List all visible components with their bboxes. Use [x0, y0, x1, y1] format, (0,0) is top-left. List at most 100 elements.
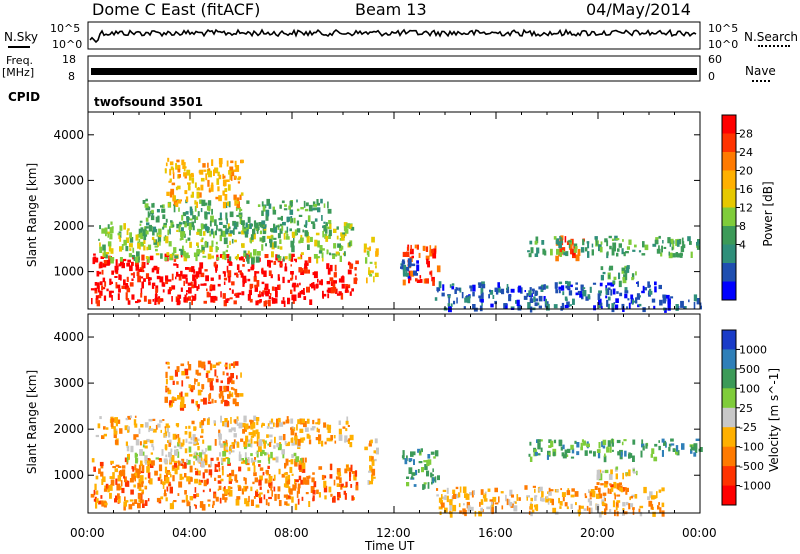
heatmap-cell — [584, 450, 588, 456]
heatmap-cell — [276, 442, 280, 448]
heatmap-cell — [432, 248, 437, 254]
heatmap-cell — [306, 418, 310, 424]
heatmap-cell — [153, 239, 156, 243]
heatmap-cell — [408, 278, 411, 284]
heatmap-cell — [186, 292, 188, 295]
heatmap-cell — [305, 220, 308, 226]
heatmap-cell — [318, 428, 320, 433]
heatmap-cell — [314, 218, 318, 222]
heatmap-cell — [579, 294, 583, 298]
heatmap-cell — [601, 501, 605, 506]
heatmap-cell — [192, 435, 195, 442]
colorbar-segment — [722, 152, 736, 171]
heatmap-cell — [220, 380, 223, 384]
heatmap-cell — [371, 459, 375, 466]
heatmap-cell — [167, 471, 171, 475]
heatmap-cell — [194, 467, 197, 471]
heatmap-cell — [121, 244, 124, 250]
heatmap-cell — [285, 476, 287, 484]
heatmap-cell — [340, 483, 344, 488]
heatmap-cell — [165, 477, 170, 484]
heatmap-cell — [109, 492, 112, 499]
heatmap-cell — [264, 478, 268, 484]
heatmap-cell — [207, 162, 209, 168]
heatmap-cell — [369, 270, 374, 273]
heatmap-cell — [238, 454, 242, 462]
heatmap-cell — [407, 258, 412, 266]
heatmap-cell — [167, 203, 170, 207]
heatmap-cell — [138, 478, 142, 484]
heatmap-cell — [222, 179, 227, 187]
heatmap-cell — [300, 479, 304, 485]
heatmap-cell — [636, 470, 638, 476]
heatmap-cell — [98, 294, 102, 299]
colorbar-tick-label: -1000 — [739, 480, 771, 493]
heatmap-cell — [96, 300, 100, 307]
heatmap-cell — [222, 421, 225, 427]
heatmap-cell — [489, 290, 494, 295]
heatmap-cell — [202, 439, 205, 444]
heatmap-cell — [542, 248, 546, 255]
heatmap-cell — [261, 201, 264, 207]
heatmap-cell — [573, 248, 577, 253]
heatmap-cell — [676, 239, 680, 247]
heatmap-cell — [560, 237, 563, 244]
heatmap-cell — [598, 511, 602, 518]
heatmap-cell — [101, 228, 105, 234]
heatmap-cell — [431, 248, 435, 254]
heatmap-cell — [582, 440, 586, 446]
heatmap-cell — [177, 168, 181, 173]
heatmap-cell — [290, 264, 292, 267]
heatmap-cell — [416, 279, 421, 283]
heatmap-cell — [253, 249, 257, 256]
heatmap-cell — [195, 271, 200, 278]
heatmap-cell — [180, 287, 183, 292]
cpid-label: CPID — [8, 90, 41, 104]
heatmap-cell — [134, 453, 138, 457]
heatmap-cell — [242, 264, 245, 267]
heatmap-cell — [227, 492, 230, 495]
heatmap-cell — [211, 255, 214, 259]
heatmap-cell — [200, 420, 205, 426]
heatmap-cell — [250, 237, 252, 244]
heatmap-cell — [570, 248, 573, 255]
heatmap-cell — [561, 285, 565, 291]
heatmap-cell — [139, 223, 142, 226]
heatmap-cell — [234, 239, 237, 243]
heatmap-cell — [208, 469, 213, 476]
heatmap-cell — [329, 277, 334, 281]
heatmap-cell — [202, 163, 206, 168]
heatmap-cell — [222, 441, 226, 444]
colorbar-tick-label: -25 — [739, 421, 757, 434]
heatmap-cell — [290, 459, 294, 465]
heatmap-cell — [632, 300, 636, 303]
heatmap-cell — [615, 466, 619, 470]
heatmap-cell — [271, 242, 275, 250]
heatmap-cell — [200, 177, 205, 182]
heatmap-cell — [241, 220, 245, 225]
heatmap-cell — [106, 288, 109, 292]
heatmap-cell — [163, 493, 167, 497]
heatmap-cell — [183, 172, 188, 177]
heatmap-cell — [606, 447, 610, 453]
heatmap-cell — [312, 490, 316, 495]
heatmap-cell — [302, 229, 304, 233]
heatmap-cell — [218, 174, 222, 180]
heatmap-cell — [239, 194, 242, 200]
heatmap-cell — [303, 224, 306, 228]
heatmap-cell — [472, 291, 475, 297]
heatmap-cell — [427, 260, 430, 268]
heatmap-cell — [140, 460, 143, 466]
heatmap-cell — [630, 503, 634, 508]
heatmap-cell — [353, 475, 357, 481]
heatmap-cell — [215, 268, 217, 273]
heatmap-cell — [652, 495, 657, 499]
heatmap-cell — [315, 437, 320, 441]
heatmap-cell — [270, 418, 274, 423]
heatmap-cell — [97, 285, 100, 293]
heatmap-cell — [347, 440, 350, 444]
heatmap-cell — [238, 422, 243, 429]
power-heatmap — [90, 157, 702, 313]
heatmap-cell — [411, 255, 414, 259]
heatmap-cell — [535, 298, 538, 302]
